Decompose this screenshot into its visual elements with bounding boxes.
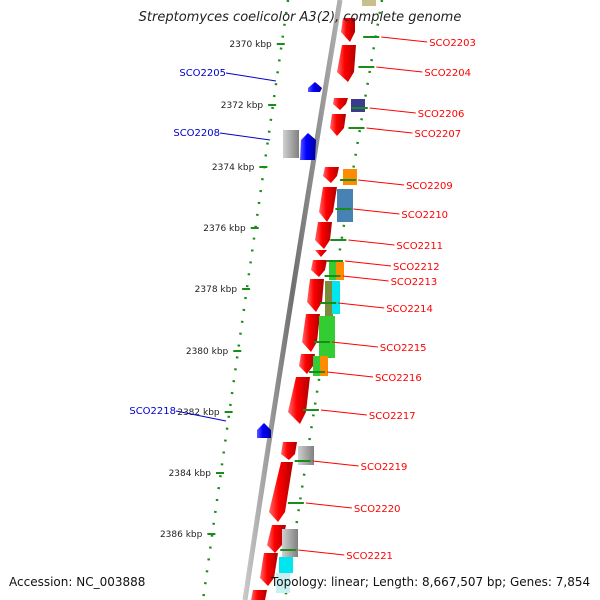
gene-block[interactable] [283, 130, 299, 158]
kbp-label: 2386 kbp [160, 530, 203, 540]
right-gene-labels: SCO2203 SCO2204 SCO2206 SCO2207 SCO2209 SCO22… [280, 36, 476, 562]
gene-block[interactable] [319, 316, 335, 358]
gene-block[interactable] [251, 590, 267, 600]
gene-block[interactable] [320, 356, 328, 376]
leader-line [342, 275, 389, 282]
gene-label[interactable]: SCO2216 [375, 373, 422, 384]
gene-label[interactable]: SCO2215 [380, 343, 427, 354]
gene-block[interactable] [313, 356, 321, 376]
gene-block[interactable] [260, 553, 278, 586]
left-gene-labels: SCO2205 SCO2208 SCO2218 [129, 68, 277, 422]
gene-label[interactable]: SCO2212 [393, 262, 440, 273]
right-dotted-track [283, 0, 384, 600]
leader-line [298, 549, 345, 556]
gene-block[interactable] [315, 250, 327, 257]
gene-block[interactable] [299, 354, 315, 374]
leader-line [331, 341, 378, 348]
gene-block[interactable] [351, 99, 365, 112]
gene-label[interactable]: SCO2206 [418, 109, 465, 120]
kbp-label: 2384 kbp [169, 469, 212, 479]
leader-line [366, 127, 413, 134]
gene-label[interactable]: SCO2220 [354, 504, 401, 515]
leader-line [219, 132, 271, 141]
genome-backbone [242, 0, 343, 600]
gene-block[interactable] [302, 314, 320, 352]
gene-block[interactable] [332, 281, 340, 314]
gene-label[interactable]: SCO2205 [179, 68, 226, 79]
kbp-label: 2372 kbp [221, 101, 264, 111]
gene-block[interactable] [341, 18, 355, 42]
gene-block[interactable] [315, 222, 332, 249]
gene-label[interactable]: SCO2207 [414, 129, 461, 140]
gene-label[interactable]: SCO2221 [346, 551, 393, 562]
gene-block[interactable] [257, 423, 271, 438]
leader-line [344, 260, 392, 267]
kbp-label: 2380 kbp [186, 347, 229, 357]
leader-line [175, 410, 227, 422]
gene-label[interactable]: SCO2208 [173, 128, 220, 139]
leader-line [320, 409, 367, 416]
kbp-scale: 2370 kbp 2372 kbp 2374 kbp 2376 kbp 2378 kbp… [160, 40, 285, 540]
leader-line [348, 239, 395, 246]
gene-label[interactable]: SCO2203 [429, 38, 476, 49]
leader-line [338, 302, 385, 309]
kbp-label: 2374 kbp [212, 163, 255, 173]
gene-block[interactable] [300, 133, 316, 160]
leader-line [381, 36, 428, 43]
gene-block[interactable] [279, 557, 293, 573]
gene-label[interactable]: SCO2214 [386, 304, 433, 315]
gene-track-left [257, 82, 322, 438]
gene-block[interactable] [337, 189, 353, 222]
gene-track-main [251, 18, 356, 600]
gene-block[interactable] [307, 279, 324, 312]
genome-title: Streptomyces coelicolor A3(2), complete … [138, 10, 462, 25]
gene-block[interactable] [276, 573, 290, 593]
gene-block[interactable] [308, 82, 322, 92]
gene-block[interactable] [323, 167, 339, 183]
gene-block[interactable] [267, 525, 286, 553]
leader-line [312, 460, 359, 467]
leader-line [225, 72, 277, 82]
leader-line [376, 66, 423, 73]
leader-line [353, 208, 400, 215]
gene-block[interactable] [281, 442, 297, 460]
kbp-label: 2378 kbp [195, 285, 238, 295]
gene-label[interactable]: SCO2210 [401, 210, 448, 221]
gene-block[interactable] [325, 281, 333, 316]
gene-label[interactable]: SCO2217 [369, 411, 416, 422]
gene-label[interactable]: SCO2213 [391, 277, 438, 288]
kbp-label: 2376 kbp [203, 224, 246, 234]
gene-block[interactable] [288, 377, 310, 424]
left-dotted-track [201, 0, 290, 600]
gene-block[interactable] [329, 262, 337, 280]
leader-line [305, 502, 352, 509]
gene-block[interactable] [282, 529, 298, 557]
leader-line [326, 371, 374, 378]
gene-block[interactable] [298, 446, 314, 465]
gene-label[interactable]: SCO2209 [406, 181, 453, 192]
kbp-label: 2382 kbp [177, 408, 220, 418]
kbp-label: 2370 kbp [229, 40, 272, 50]
gene-label[interactable]: SCO2218 [129, 406, 176, 417]
leader-line [358, 179, 405, 186]
genome-stats: Topology: linear; Length: 8,667,507 bp; … [271, 575, 591, 589]
gene-block[interactable] [330, 114, 346, 136]
gene-label[interactable]: SCO2219 [361, 462, 408, 473]
gene-block[interactable] [311, 260, 327, 277]
gene-block[interactable] [362, 0, 376, 6]
gene-block[interactable] [343, 169, 357, 185]
leader-line [369, 107, 416, 114]
gene-block[interactable] [337, 45, 356, 82]
gene-label[interactable]: SCO2211 [396, 241, 443, 252]
gene-label[interactable]: SCO2204 [424, 68, 471, 79]
gene-block[interactable] [319, 187, 337, 222]
gene-block[interactable] [333, 98, 348, 110]
gene-block[interactable] [269, 462, 293, 522]
accession-text: Accession: NC_003888 [9, 575, 146, 589]
gene-block[interactable] [336, 262, 344, 280]
